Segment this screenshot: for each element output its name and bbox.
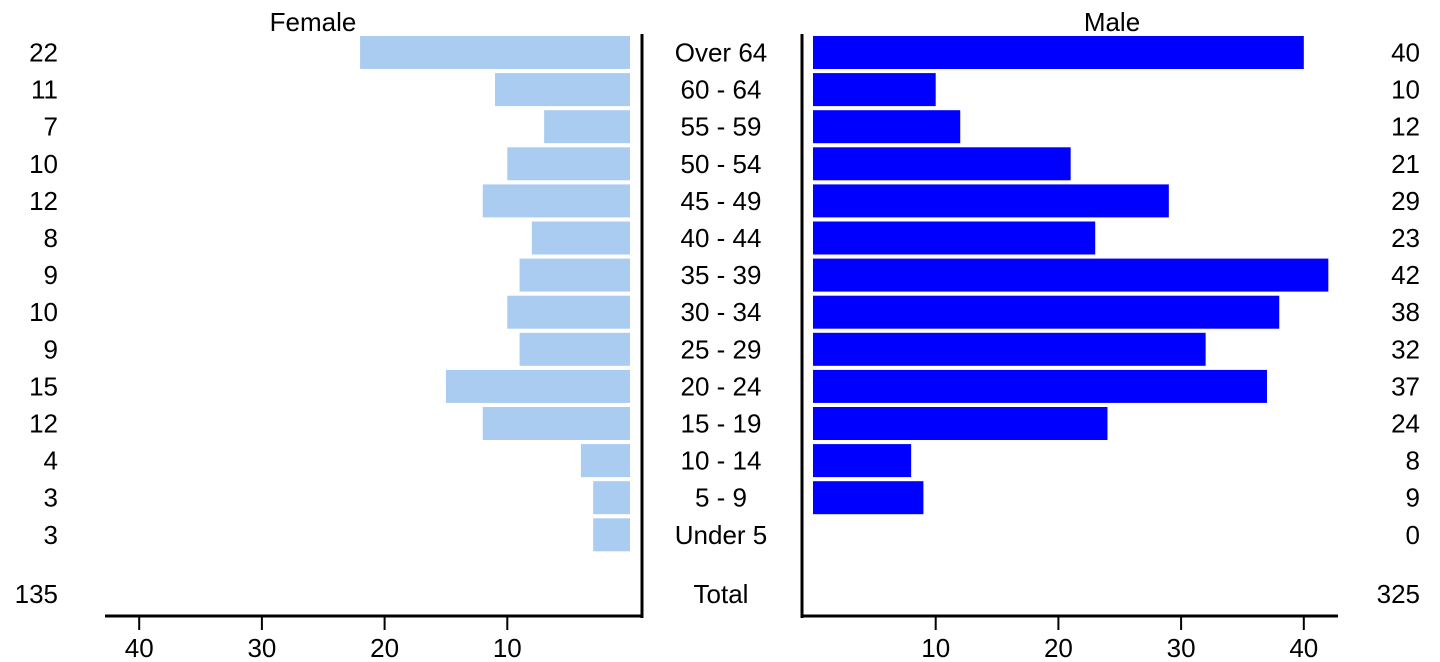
category-label: 45 - 49 [681,186,762,216]
male-bar [813,444,912,478]
female-bar [519,258,630,292]
female-bar [593,518,630,552]
category-label: 35 - 39 [681,260,762,290]
female-total-label: 135 [15,579,58,609]
total-label: Total [694,579,749,609]
male-bar [813,110,961,144]
category-label: 25 - 29 [681,334,762,364]
female-ticks: 40 30 20 10 [125,616,522,662]
male-value-label: 37 [1391,371,1420,401]
female-tick-label: 30 [247,633,276,662]
female-bar [495,73,630,107]
female-bar [482,407,630,440]
female-value-label: 9 [44,334,58,364]
male-value-label: 12 [1391,112,1420,142]
female-value-label: 15 [29,371,58,401]
female-bar [544,110,630,144]
female-value-label: 11 [31,75,58,105]
male-bar [813,295,1280,329]
category-label: 60 - 64 [681,75,762,105]
male-value-label: 38 [1391,297,1420,327]
male-value-label: 42 [1391,260,1420,290]
male-tick-label: 30 [1167,633,1196,662]
category-label: 15 - 19 [681,409,762,439]
male-bar [813,407,1108,440]
male-value-label: 0 [1406,520,1420,550]
male-bar [813,481,924,515]
female-value-label: 7 [44,112,58,142]
male-value-label: 23 [1391,223,1420,253]
male-total-label: 325 [1377,579,1420,609]
male-tick-label: 20 [1044,633,1073,662]
female-value-labels: 22 11 7 10 12 8 9 10 9 15 12 4 3 3 [29,38,58,550]
female-bar [360,36,630,69]
female-bar [507,147,630,181]
male-value-labels: 40 10 12 21 29 23 42 38 32 37 24 8 9 0 [1391,38,1420,550]
female-bars [360,36,630,552]
male-bar [813,36,1304,69]
female-series-label: Female [270,7,357,37]
female-value-label: 4 [44,446,58,476]
female-value-label: 12 [29,409,58,439]
male-value-label: 9 [1406,483,1420,513]
male-value-label: 29 [1391,186,1420,216]
male-value-label: 10 [1391,75,1420,105]
female-value-label: 9 [44,260,58,290]
male-value-label: 8 [1406,446,1420,476]
female-bar [519,332,630,366]
male-bar [813,369,1267,403]
category-label: 30 - 34 [681,297,762,327]
category-label: Under 5 [675,520,768,550]
female-bar [580,444,630,478]
male-series-label: Male [1084,7,1140,37]
female-bar [593,481,630,515]
female-tick-label: 10 [493,633,522,662]
female-value-label: 3 [44,520,58,550]
male-ticks: 10 20 30 40 [921,616,1318,662]
female-bar [445,369,630,403]
male-value-label: 40 [1391,38,1420,68]
category-label: 20 - 24 [681,371,762,401]
female-bar [507,295,630,329]
male-value-label: 24 [1391,409,1420,439]
female-bar [482,184,630,218]
male-value-label: 32 [1391,334,1420,364]
female-value-label: 10 [29,297,58,327]
category-label: 40 - 44 [681,223,762,253]
female-value-label: 10 [29,149,58,179]
category-label: 55 - 59 [681,112,762,142]
male-bars [813,36,1329,515]
male-value-label: 21 [1391,149,1420,179]
female-value-label: 22 [29,38,58,68]
male-bar [813,258,1329,292]
male-bar [813,221,1096,255]
male-tick-label: 40 [1289,633,1318,662]
female-tick-label: 40 [125,633,154,662]
category-labels: Over 64 60 - 64 55 - 59 50 - 54 45 - 49 40 - … [675,38,768,550]
male-bar [813,147,1071,181]
male-tick-label: 10 [921,633,950,662]
female-value-label: 3 [44,483,58,513]
male-bar [813,332,1206,366]
male-bar [813,184,1169,218]
category-label: 10 - 14 [681,446,762,476]
category-label: 5 - 9 [695,483,747,513]
female-bar [531,221,630,255]
category-label: 50 - 54 [681,149,762,179]
male-bar [813,73,936,107]
female-value-label: 8 [44,223,58,253]
female-value-label: 12 [29,186,58,216]
category-label: Over 64 [675,38,768,68]
female-tick-label: 20 [370,633,399,662]
